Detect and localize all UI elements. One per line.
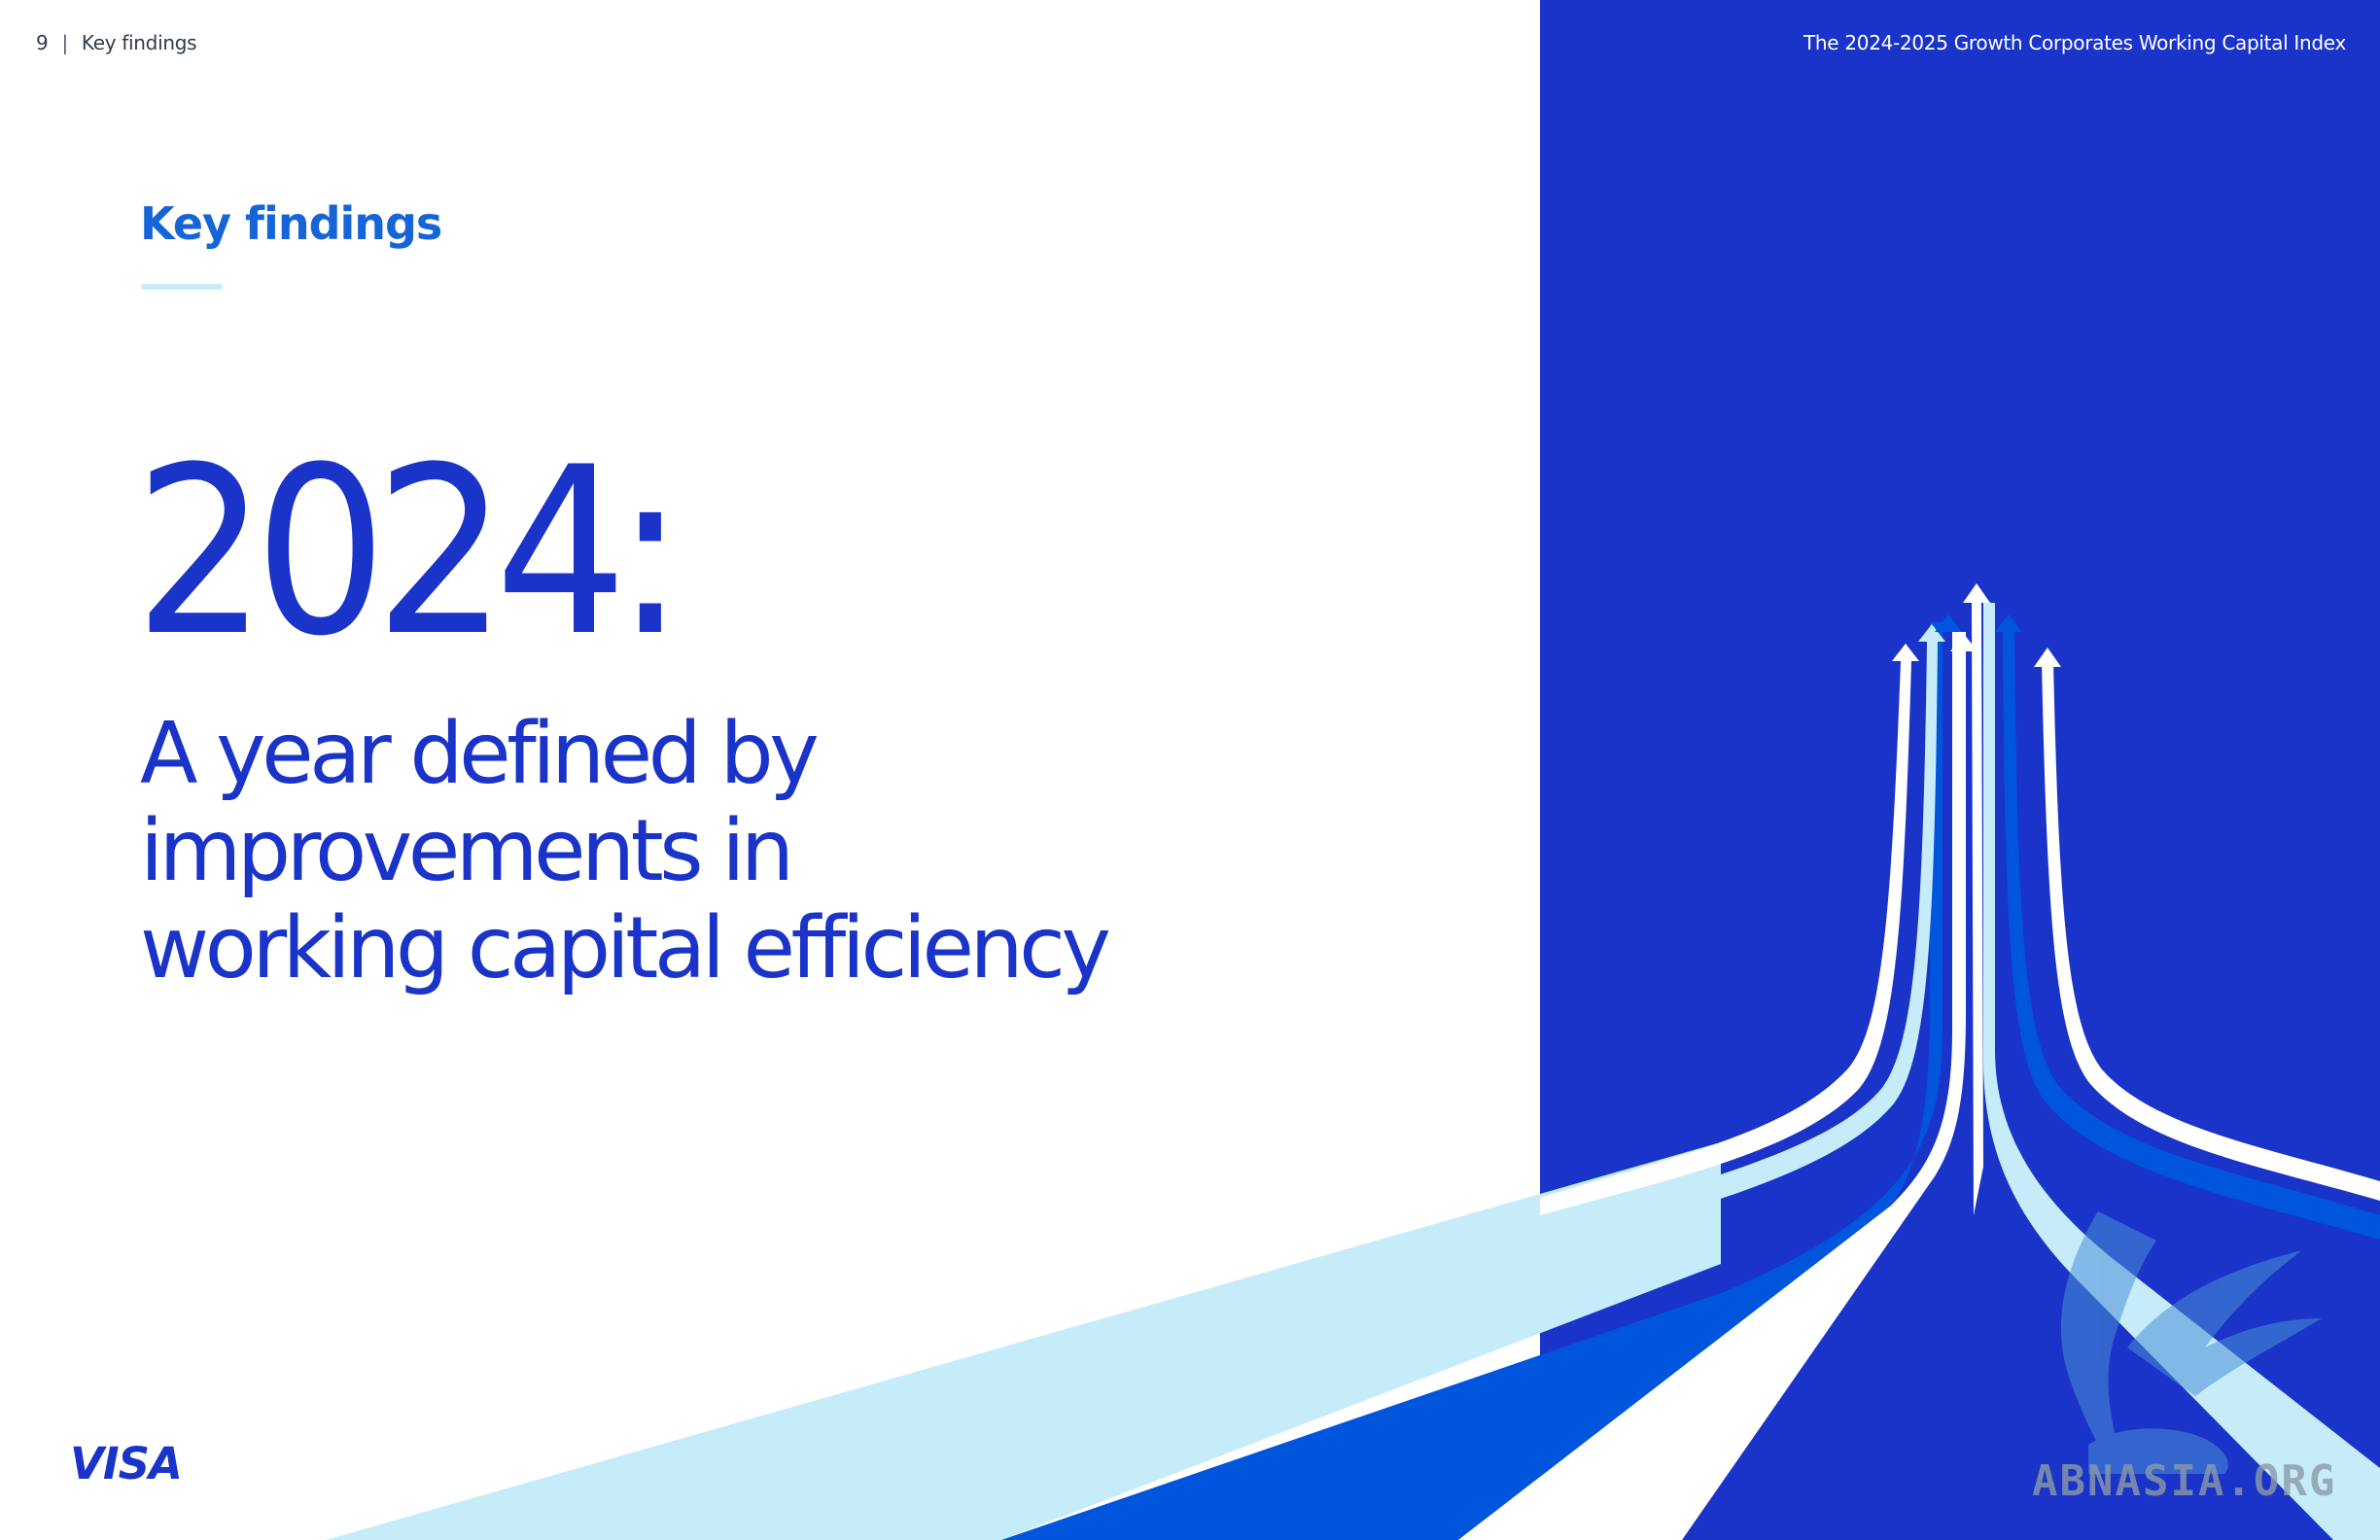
- arrow-head-2: [1918, 624, 1945, 642]
- section-title: Key findings: [140, 197, 442, 250]
- watermark-text: ABNASIA.ORG: [2032, 1456, 2337, 1506]
- white-band-left: [1458, 632, 1966, 1540]
- arrow-head-7: [2034, 648, 2061, 667]
- mid-band-left: [1001, 622, 1942, 1540]
- headline: A year defined by improvements in workin…: [140, 705, 1112, 997]
- header-separator: |: [61, 31, 68, 54]
- page-number: 9: [36, 31, 49, 54]
- section-divider: [141, 284, 223, 290]
- report-title: The 2024-2025 Growth Corporates Working …: [1802, 31, 2346, 54]
- arrow-head-1: [1892, 644, 1919, 661]
- visa-logo: VISA: [70, 1438, 183, 1489]
- winged-lion-watermark: [2060, 1211, 2322, 1474]
- headline-line-1: A year defined by: [140, 704, 820, 803]
- headline-line-2: improvements in: [140, 801, 794, 900]
- arrow-head-4: [1963, 583, 1990, 603]
- arrow-head-6: [1995, 614, 2022, 632]
- headline-line-3: working capital efficiency: [140, 898, 1111, 998]
- arrow-head-5: [1950, 634, 1978, 651]
- arrow-stream-3: [1972, 603, 1983, 1215]
- page-header: 9 | Key findings: [36, 31, 197, 54]
- header-section: Key findings: [81, 31, 197, 54]
- year-heading: 2024:: [134, 418, 685, 687]
- arrow-head-3: [1935, 614, 1962, 632]
- light-band: [326, 1142, 1721, 1540]
